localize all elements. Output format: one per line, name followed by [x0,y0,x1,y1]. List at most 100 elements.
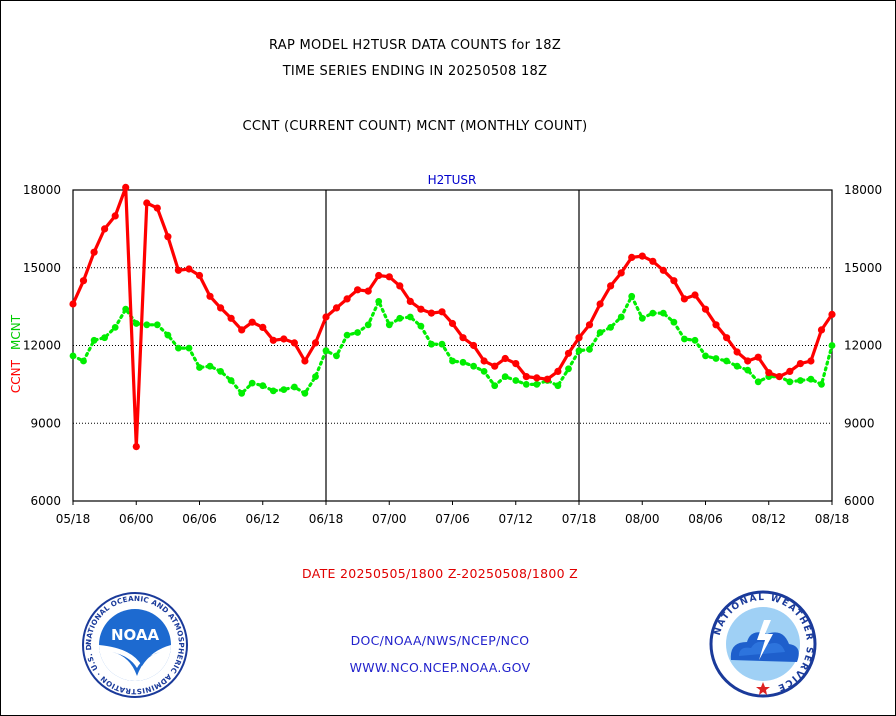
data-point-ccnt [775,373,783,381]
x-tick-label: 06/18 [309,512,344,526]
noaa-logo-text: NOAA [111,626,160,644]
y-tick-label-right: 15000 [844,261,882,275]
data-point-ccnt [491,362,499,370]
y-axis-label-mcnt: MCNT [9,314,23,350]
data-point-mcnt [291,383,298,391]
x-tick-label: 08/18 [815,512,850,526]
data-point-ccnt [438,308,446,316]
data-point-mcnt [364,321,372,329]
data-point-mcnt [818,381,825,388]
data-point-mcnt [333,352,340,360]
data-point-mcnt [649,309,657,317]
nws-logo: NATIONAL WEATHER SERVICE [709,590,817,698]
x-tick-label: 07/12 [498,512,533,526]
data-point-ccnt [649,257,657,265]
data-point-mcnt [617,313,625,321]
x-tick-label: 08/06 [688,512,723,526]
y-axis-label: CCNT MCNT [9,314,23,393]
data-point-ccnt [744,357,752,365]
data-point-ccnt [238,326,246,334]
data-point-mcnt [628,292,636,300]
data-point-mcnt [575,347,583,355]
data-point-mcnt [417,322,425,330]
data-point-ccnt [417,305,425,313]
data-point-mcnt [723,357,730,365]
y-tick-label-right: 12000 [844,339,882,353]
data-point-mcnt [122,305,130,313]
data-point-mcnt [459,358,467,366]
data-point-ccnt [533,374,541,382]
date-range-label: DATE 20250505/1800 Z-20250508/1800 Z [302,566,578,581]
data-point-mcnt [807,375,815,383]
data-point-mcnt [164,331,172,339]
data-point-ccnt [354,286,362,294]
data-point-ccnt [564,349,573,357]
chart-title-line-1: RAP MODEL H2TUSR DATA COUNTS for 18Z [268,38,562,53]
data-point-mcnt [238,390,246,397]
data-point-ccnt [796,360,805,368]
data-point-ccnt [406,297,414,305]
data-point-mcnt [406,313,414,321]
data-point-mcnt [712,355,720,362]
data-point-mcnt [491,382,499,390]
data-point-ccnt [701,305,710,313]
data-point-ccnt [301,357,309,365]
data-point-ccnt [206,292,214,300]
series-line-mcnt [71,294,834,395]
data-point-ccnt [143,199,151,207]
y-tick-label-left: 6000 [30,494,61,508]
data-point-ccnt [332,304,341,312]
data-point-mcnt [733,362,741,370]
data-point-ccnt [164,233,172,241]
data-point-mcnt [670,318,678,326]
data-point-ccnt [575,334,583,342]
data-point-ccnt [501,354,509,363]
data-point-mcnt [533,381,541,388]
data-point-ccnt [101,225,109,233]
data-point-ccnt [69,300,77,308]
data-point-ccnt [132,443,140,451]
data-point-ccnt [459,334,467,342]
y-tick-label-left: 12000 [23,339,61,353]
chart-title-line-3: CCNT (CURRENT COUNT) MCNT (MONTHLY COUNT… [242,119,588,134]
y-tick-label-left: 9000 [30,416,61,430]
data-point-mcnt [385,321,393,329]
data-point-ccnt [786,367,794,375]
data-point-mcnt [101,334,108,342]
series-line-ccnt [71,185,834,449]
data-point-mcnt [428,340,435,348]
data-point-ccnt [543,375,552,383]
data-point-mcnt [449,357,456,365]
data-point-ccnt [448,319,457,328]
data-point-ccnt [712,321,720,329]
data-point-ccnt [754,353,762,361]
y-tick-label-right: 9000 [844,416,875,430]
y-tick-label-left: 15000 [23,261,61,275]
data-point-mcnt [638,314,646,322]
data-point-mcnt [227,377,235,384]
x-tick-label: 08/00 [625,512,660,526]
data-point-ccnt [248,318,256,326]
data-point-mcnt [554,382,562,390]
data-point-ccnt [427,309,435,317]
data-point-ccnt [733,348,741,356]
data-point-ccnt [617,269,625,277]
data-point-ccnt [259,323,267,331]
data-point-mcnt [607,324,614,331]
data-point-mcnt [143,321,151,329]
data-point-mcnt [565,365,572,373]
x-tick-label: 05/18 [56,512,91,526]
data-point-ccnt [185,265,193,273]
data-point-mcnt [322,347,330,355]
data-point-ccnt [153,204,161,212]
x-tick-label: 07/18 [562,512,597,526]
data-point-mcnt [691,336,699,344]
data-point-mcnt [206,362,214,370]
data-point-ccnt [470,341,478,350]
data-point-ccnt [269,336,277,344]
data-point-mcnt [754,378,762,386]
data-point-mcnt [354,329,361,336]
noaa-logo: NATIONAL OCEANIC AND ATMOSPHERIC ADMINIS… [82,592,188,698]
data-point-mcnt [480,368,488,375]
